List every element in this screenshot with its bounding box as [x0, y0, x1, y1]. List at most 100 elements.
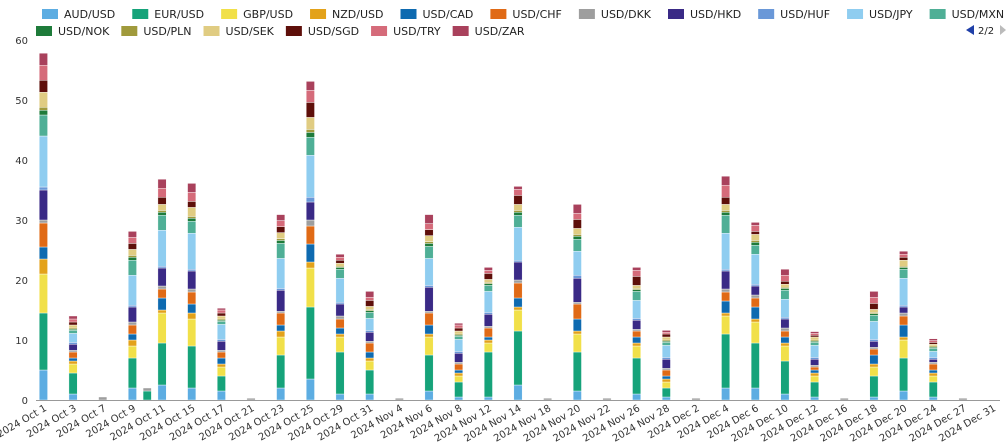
bar-segment-usd-try[interactable]: [632, 270, 641, 277]
bar-segment-usd-try[interactable]: [780, 275, 790, 282]
bar-segment-usd-sek[interactable]: [454, 330, 464, 335]
bar-segment-usd-huf[interactable]: [157, 266, 167, 269]
bar-segment-usd-cad[interactable]: [899, 324, 908, 338]
bar-segment-usd-jpy[interactable]: [721, 232, 730, 270]
bar-segment-gbp-usd[interactable]: [276, 336, 286, 356]
bar-segment-usd-sek[interactable]: [424, 235, 434, 242]
bar-segment-usd-cad[interactable]: [928, 369, 938, 374]
bar-segment-usd-zar[interactable]: [128, 231, 137, 238]
bar-segment-usd-huf[interactable]: [721, 269, 730, 272]
bar-segment-usd-chf[interactable]: [750, 297, 760, 308]
bar-segment-gbp-usd[interactable]: [128, 345, 137, 359]
bar-segment-usd-jpy[interactable]: [68, 333, 78, 343]
bar-segment-usd-hkd[interactable]: [128, 306, 137, 323]
bar-segment-gbp-usd[interactable]: [721, 315, 730, 335]
bar-segment-usd-chf[interactable]: [572, 303, 582, 320]
bar-segment-usd-mxn[interactable]: [572, 238, 582, 252]
bar-segment-usd-sek[interactable]: [632, 285, 641, 289]
bar-segment-usd-try[interactable]: [217, 309, 226, 314]
bar-segment-usd-dkk[interactable]: [395, 398, 404, 401]
bar-segment-usd-sgd[interactable]: [217, 312, 226, 317]
bar-segment-aud-usd[interactable]: [869, 396, 879, 401]
bar-segment-usd-nok[interactable]: [513, 211, 523, 216]
bar-segment-usd-huf[interactable]: [217, 339, 226, 342]
bar-segment-usd-sek[interactable]: [306, 117, 315, 130]
bar-segment-eur-usd[interactable]: [424, 354, 434, 392]
bar-segment-usd-cad[interactable]: [513, 297, 523, 308]
bar-segment-usd-cad[interactable]: [306, 243, 315, 263]
bar-segment-usd-dkk[interactable]: [157, 285, 167, 290]
bar-segment-aud-usd[interactable]: [68, 393, 78, 401]
bar-segment-usd-sek[interactable]: [780, 284, 790, 288]
bar-segment-aud-usd[interactable]: [365, 393, 375, 401]
bar-segment-aud-usd[interactable]: [750, 387, 760, 401]
bar-segment-usd-zar[interactable]: [276, 214, 286, 221]
bar-segment-usd-hkd[interactable]: [572, 278, 582, 303]
bar-segment-usd-cad[interactable]: [128, 333, 137, 341]
bar-segment-usd-sgd[interactable]: [899, 257, 908, 261]
bar-segment-usd-jpy[interactable]: [780, 299, 790, 318]
bar-segment-usd-pln[interactable]: [750, 240, 760, 243]
bar-segment-usd-hkd[interactable]: [632, 320, 641, 330]
bar-segment-nzd-usd[interactable]: [157, 309, 167, 314]
bar-segment-aud-usd[interactable]: [810, 396, 819, 401]
bar-segment-usd-sek[interactable]: [750, 234, 760, 241]
bar-segment-usd-pln[interactable]: [39, 106, 48, 111]
bar-segment-usd-try[interactable]: [335, 257, 345, 261]
legend-item-usd-hkd[interactable]: USD/HKD: [668, 8, 741, 21]
bar-segment-usd-huf[interactable]: [39, 186, 48, 191]
bar-segment-usd-cad[interactable]: [632, 336, 641, 344]
bar-segment-usd-nok[interactable]: [128, 257, 137, 261]
bar-segment-usd-dkk[interactable]: [928, 362, 938, 365]
bar-segment-usd-try[interactable]: [39, 64, 48, 81]
bar-segment-nzd-usd[interactable]: [483, 339, 493, 344]
bar-segment-usd-chf[interactable]: [39, 222, 48, 248]
bar-segment-eur-usd[interactable]: [157, 342, 167, 386]
bar-segment-usd-huf[interactable]: [869, 339, 879, 342]
bar-segment-usd-mxn[interactable]: [306, 136, 315, 156]
bar-segment-usd-mxn[interactable]: [513, 214, 523, 228]
bar-segment-eur-usd[interactable]: [68, 372, 78, 395]
bar-segment-usd-try[interactable]: [157, 187, 167, 198]
bar-segment-gbp-usd[interactable]: [632, 345, 641, 359]
bar-segment-usd-try[interactable]: [424, 223, 434, 230]
bar-segment-usd-hkd[interactable]: [869, 341, 879, 348]
bar-segment-usd-jpy[interactable]: [483, 291, 493, 313]
bar-segment-usd-cad[interactable]: [661, 375, 671, 380]
bar-segment-usd-sgd[interactable]: [483, 273, 493, 280]
bar-segment-usd-cad[interactable]: [68, 357, 78, 362]
bar-segment-usd-sek[interactable]: [128, 249, 137, 256]
bar-segment-usd-jpy[interactable]: [750, 253, 760, 285]
bar-segment-usd-dkk[interactable]: [513, 279, 523, 284]
bar-segment-usd-sek[interactable]: [39, 91, 48, 108]
bar-segment-usd-sgd[interactable]: [306, 102, 315, 118]
bar-segment-usd-nok[interactable]: [632, 289, 641, 292]
bar-segment-usd-chf[interactable]: [157, 288, 167, 299]
bar-segment-nzd-usd[interactable]: [869, 363, 879, 368]
bar-segment-usd-try[interactable]: [306, 90, 315, 103]
bar-segment-usd-cad[interactable]: [187, 303, 197, 314]
bar-segment-usd-hkd[interactable]: [68, 344, 78, 351]
bar-segment-nzd-usd[interactable]: [68, 360, 78, 365]
bar-segment-usd-chf[interactable]: [780, 330, 790, 338]
legend-item-usd-mxn[interactable]: USD/MXN: [929, 8, 1004, 21]
bar-segment-usd-nok[interactable]: [780, 288, 790, 291]
bar-segment-usd-try[interactable]: [810, 333, 819, 336]
bar-segment-usd-sek[interactable]: [899, 260, 908, 267]
bar-segment-gbp-usd[interactable]: [661, 381, 671, 389]
bar-segment-usd-hkd[interactable]: [217, 341, 226, 351]
bar-segment-usd-pln[interactable]: [276, 238, 286, 241]
bar-segment-usd-dkk[interactable]: [142, 387, 152, 392]
bar-segment-usd-zar[interactable]: [810, 331, 819, 334]
bar-segment-usd-chf[interactable]: [513, 282, 523, 299]
bar-segment-usd-dkk[interactable]: [454, 362, 464, 365]
bar-segment-usd-chf[interactable]: [128, 324, 137, 335]
bar-segment-usd-nok[interactable]: [157, 211, 167, 216]
bar-segment-aud-usd[interactable]: [483, 396, 493, 401]
bar-segment-usd-mxn[interactable]: [157, 214, 167, 231]
bar-segment-usd-huf[interactable]: [424, 285, 434, 288]
bar-segment-aud-usd[interactable]: [335, 393, 345, 401]
bar-segment-usd-nok[interactable]: [276, 240, 286, 244]
bar-segment-usd-mxn[interactable]: [632, 291, 641, 301]
bar-segment-usd-pln[interactable]: [157, 210, 167, 213]
